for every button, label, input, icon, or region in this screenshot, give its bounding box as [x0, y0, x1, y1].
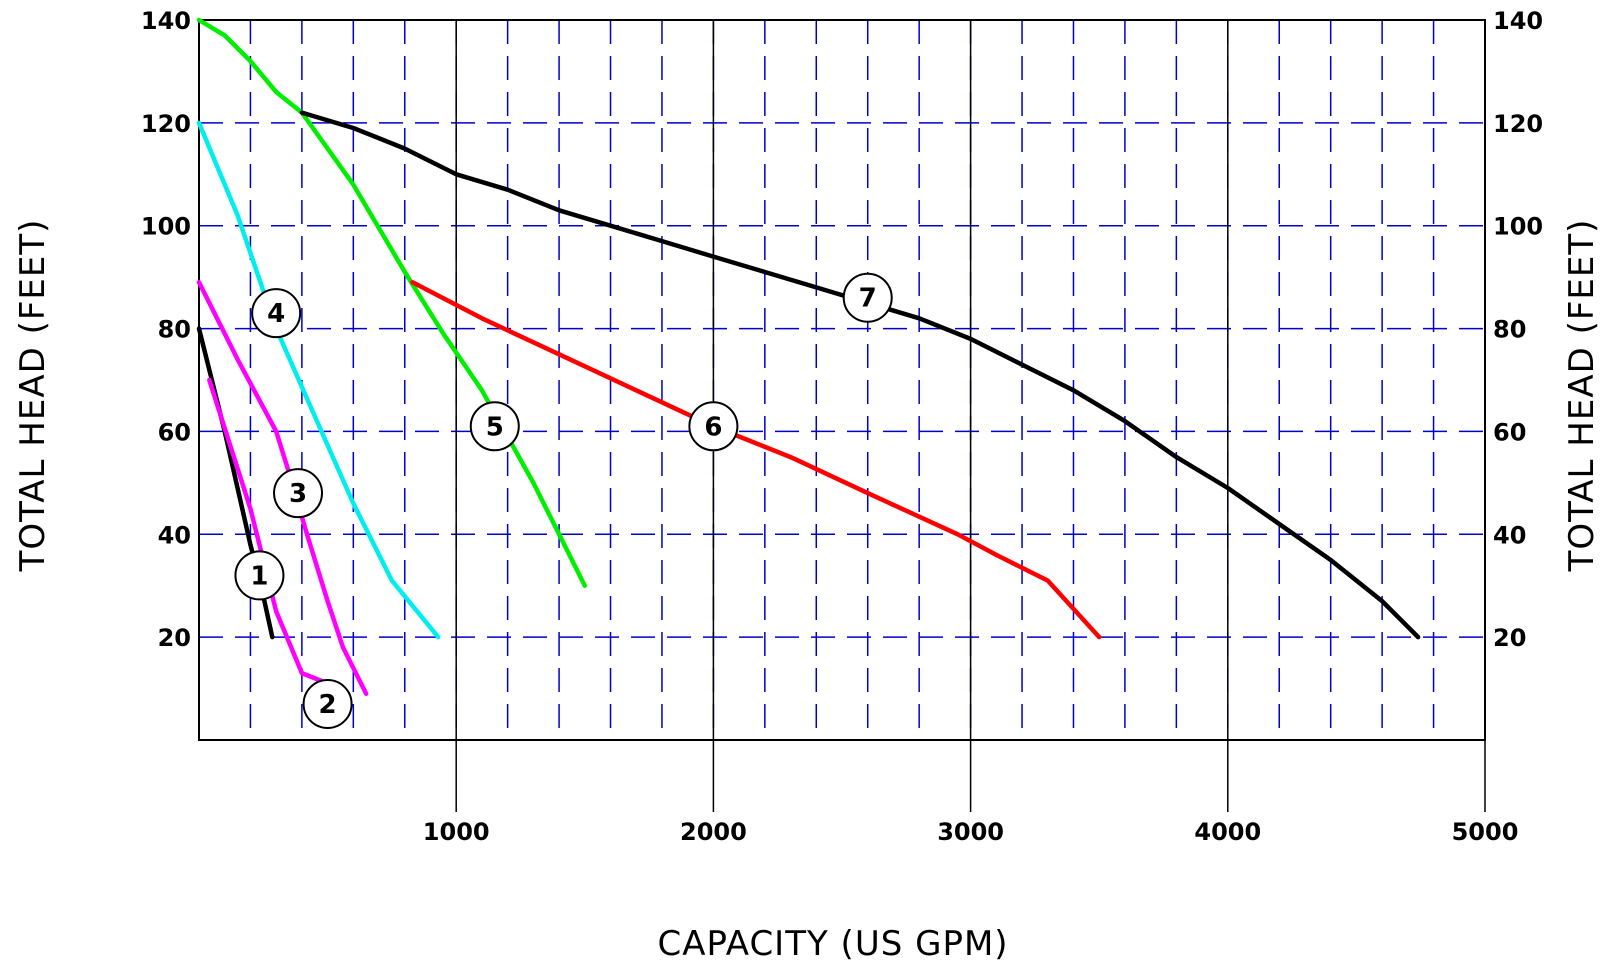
y-tick-label-left: 20: [158, 624, 191, 652]
curve-label-text: 5: [486, 412, 504, 442]
curve-label-text: 1: [250, 561, 268, 591]
curve-label-circle: [273, 468, 324, 519]
grid-lines: [199, 20, 1485, 740]
curve-label-3: 3: [273, 468, 324, 519]
curve-label-circle: [234, 550, 285, 601]
plot-frame: [198, 19, 1486, 741]
x-tick-label: 1000: [423, 818, 490, 846]
y-tick-label-right: 80: [1493, 316, 1526, 344]
x-axis-title: CAPACITY (US GPM): [657, 924, 1008, 964]
curve-label-6: 6: [688, 401, 739, 452]
curve-6: [410, 280, 1102, 640]
curve-label-circle: [688, 401, 739, 452]
curve-label-5: 5: [469, 401, 520, 452]
x-tick-label: 5000: [1452, 818, 1519, 846]
y-axis-tick-labels-right: 20 40 60 80 100 120 140: [1493, 7, 1543, 652]
curve-label-text: 6: [704, 412, 722, 442]
y-tick-label-right: 60: [1493, 418, 1526, 446]
y-axis-title-right: TOTAL HEAD (FEET): [1562, 219, 1602, 573]
curve-label-4: 4: [251, 288, 302, 339]
curve-5: [196, 17, 588, 588]
curve-label-circle: [251, 288, 302, 339]
y-tick-label-right: 20: [1493, 624, 1526, 652]
y-tick-label-left: 80: [158, 316, 191, 344]
curve-label-text: 3: [289, 479, 307, 509]
y-tick-label-left: 60: [158, 418, 191, 446]
curve-number-labels: 1 2 3 4 5 6 7: [234, 272, 893, 729]
y-tick-label-right: 40: [1493, 521, 1526, 549]
x-tick-label: 3000: [937, 818, 1004, 846]
curve-label-text: 7: [859, 284, 877, 314]
curve-label-1: 1: [234, 550, 285, 601]
y-tick-label-left: 40: [158, 521, 191, 549]
x-tick-label: 2000: [680, 818, 747, 846]
y-tick-label-left: 120: [141, 110, 191, 138]
x-tick-label: 4000: [1194, 818, 1261, 846]
curve-2: [207, 377, 330, 686]
tick-marks: [455, 20, 1486, 812]
y-tick-label-left: 100: [141, 213, 191, 241]
curve-label-text: 2: [319, 690, 337, 720]
curve-label-text: 4: [267, 299, 285, 329]
curve-label-circle: [842, 272, 893, 323]
y-tick-label-right: 120: [1493, 110, 1543, 138]
x-axis-tick-labels: 1000 2000 3000 4000 5000: [423, 818, 1519, 846]
curve-label-circle: [469, 401, 520, 452]
y-axis-title-left: TOTAL HEAD (FEET): [13, 219, 53, 573]
curve-label-7: 7: [842, 272, 893, 323]
curve-label-2: 2: [302, 679, 353, 729]
curve-4: [196, 120, 441, 640]
pump-curves: [196, 17, 1421, 696]
y-axis-tick-labels-left: 20 40 60 80 100 120 140: [141, 7, 191, 652]
curve-label-circle: [302, 679, 353, 729]
y-tick-label-left: 140: [141, 7, 191, 35]
y-tick-label-right: 140: [1493, 7, 1543, 35]
y-tick-label-right: 100: [1493, 213, 1543, 241]
